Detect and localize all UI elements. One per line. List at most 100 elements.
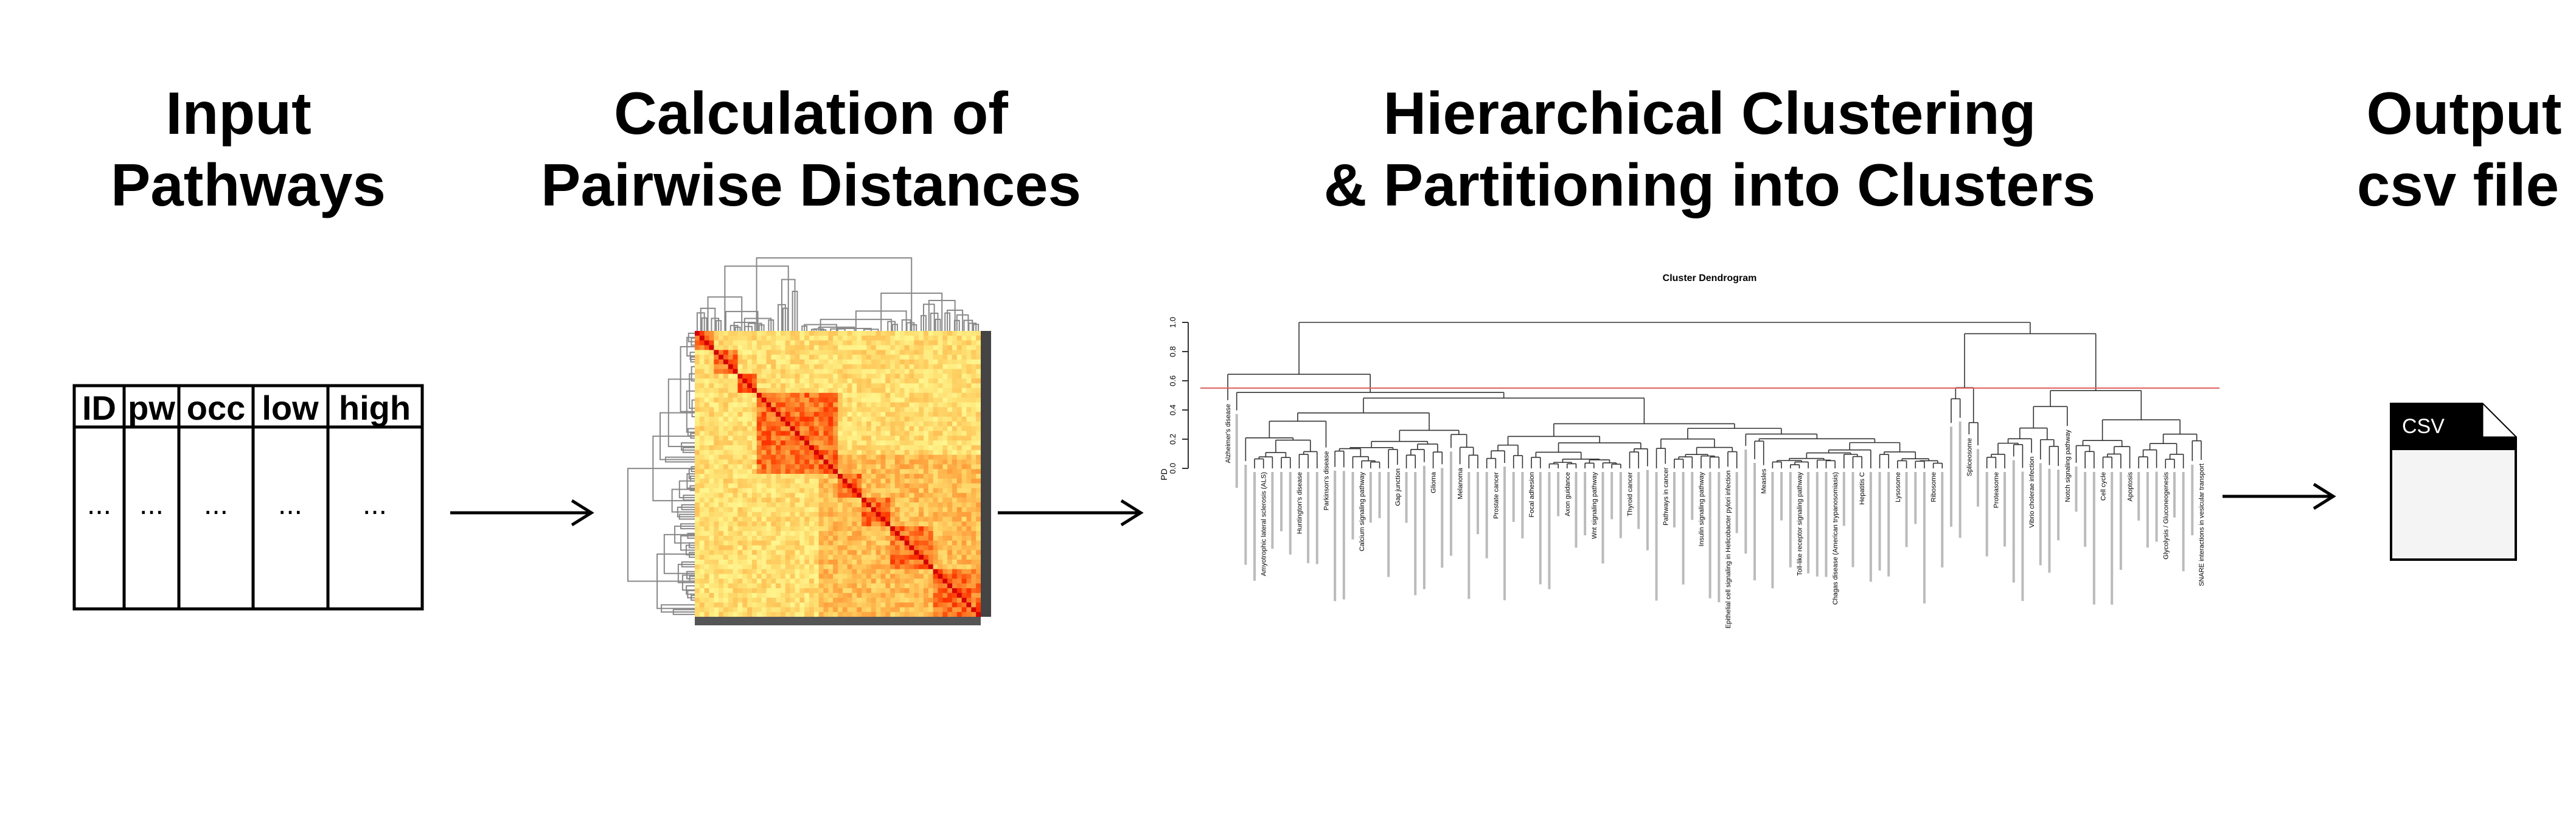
- heat-cell: [961, 426, 967, 431]
- heat-cell: [928, 564, 934, 570]
- heat-cell: [880, 412, 886, 417]
- heat-cell: [919, 421, 924, 427]
- heat-cell: [885, 345, 891, 350]
- heat-cell: [790, 478, 795, 484]
- heat-cell: [842, 560, 848, 565]
- heat-cell: [737, 574, 743, 579]
- heat-cell: [942, 392, 948, 398]
- heat-cell: [866, 488, 872, 493]
- heat-cell: [966, 535, 972, 541]
- heat-cell: [742, 607, 748, 613]
- heat-cell: [933, 488, 938, 493]
- heat-cell: [766, 516, 771, 522]
- heat-cell: [919, 412, 924, 417]
- heat-cell: [809, 488, 815, 493]
- heat-cell: [952, 464, 958, 470]
- heat-cell: [976, 388, 981, 394]
- heat-cell: [909, 488, 914, 493]
- heat-cell: [809, 445, 815, 451]
- heat-cell: [771, 388, 776, 394]
- heat-cell: [862, 359, 867, 365]
- heat-cell: [852, 369, 857, 374]
- heat-cell: [771, 335, 776, 341]
- leaf-label-placeholder: [1985, 472, 1988, 557]
- heat-cell: [976, 397, 981, 403]
- heat-cell: [924, 373, 929, 379]
- leaf-label-placeholder: [1271, 472, 1274, 549]
- heat-cell: [704, 526, 709, 532]
- heat-cell: [966, 592, 972, 599]
- heat-cell: [723, 583, 729, 589]
- heat-cell: [919, 540, 924, 546]
- heat-cell: [971, 331, 976, 336]
- heat-cell: [928, 383, 934, 389]
- heat-cell: [857, 602, 862, 608]
- heat-cell: [752, 383, 757, 389]
- heat-cell: [799, 540, 805, 546]
- heat-cell: [704, 550, 709, 555]
- heat-cell: [761, 588, 767, 594]
- heat-cell: [966, 426, 972, 431]
- leaf-label-placeholder: [1914, 472, 1917, 524]
- heat-cell: [838, 612, 843, 617]
- heat-cell: [857, 588, 862, 594]
- heat-cell: [924, 493, 929, 498]
- heat-cell: [885, 369, 891, 374]
- heat-cell: [776, 583, 781, 589]
- heat-cell: [799, 493, 805, 498]
- heat-cell: [942, 454, 948, 460]
- heat-cell: [799, 355, 805, 360]
- heat-cell: [938, 531, 943, 537]
- heat-cell: [728, 445, 734, 451]
- heat-cell: [818, 512, 824, 517]
- heat-cell: [976, 555, 981, 560]
- heat-cell: [895, 569, 900, 574]
- heat-cell: [966, 531, 972, 537]
- heat-cell: [904, 378, 910, 384]
- heat-cell: [871, 440, 877, 446]
- heat-cell: [781, 512, 786, 517]
- heat-cell: [880, 574, 886, 579]
- heat-cell: [785, 540, 791, 546]
- heat-cell: [695, 445, 700, 451]
- heat-cell: [924, 592, 929, 599]
- heat-cell: [771, 560, 776, 565]
- heat-cell: [781, 355, 786, 360]
- heat-cell: [795, 359, 800, 365]
- heat-cell: [966, 364, 972, 370]
- heat-cell: [733, 607, 738, 613]
- heat-cell: [761, 583, 767, 589]
- heat-cell: [771, 431, 776, 436]
- heat-cell: [885, 531, 891, 537]
- heat-cell: [790, 426, 795, 431]
- heat-cell: [771, 483, 776, 488]
- heat-cell: [737, 507, 743, 513]
- heat-cell: [790, 493, 795, 498]
- heat-cell: [966, 335, 972, 341]
- heat-cell: [699, 478, 705, 484]
- heat-cell: [933, 378, 938, 384]
- heat-cell: [733, 478, 738, 484]
- heat-cell: [956, 535, 963, 541]
- heat-cell: [714, 555, 719, 560]
- heat-cell: [956, 493, 963, 498]
- heat-cell: [899, 521, 905, 527]
- heat-cell: [728, 417, 734, 422]
- heat-cell: [914, 560, 919, 565]
- leaf-label: Apoptosis: [2127, 472, 2134, 502]
- leaf-label-placeholder: [1923, 472, 1926, 604]
- heat-cell: [928, 431, 934, 436]
- heat-cell: [804, 407, 810, 412]
- heat-cell: [828, 364, 834, 370]
- heat-cell: [809, 602, 815, 608]
- heat-cell: [742, 535, 748, 541]
- heat-cell: [695, 417, 700, 422]
- heat-cell: [704, 383, 709, 389]
- heat-cell: [956, 331, 963, 336]
- heat-cell: [966, 555, 972, 560]
- table-cell: ...: [204, 488, 228, 521]
- heat-cell: [704, 597, 709, 603]
- arrows: [450, 482, 2336, 527]
- heat-cell: [847, 369, 852, 374]
- heat-cell: [723, 588, 729, 594]
